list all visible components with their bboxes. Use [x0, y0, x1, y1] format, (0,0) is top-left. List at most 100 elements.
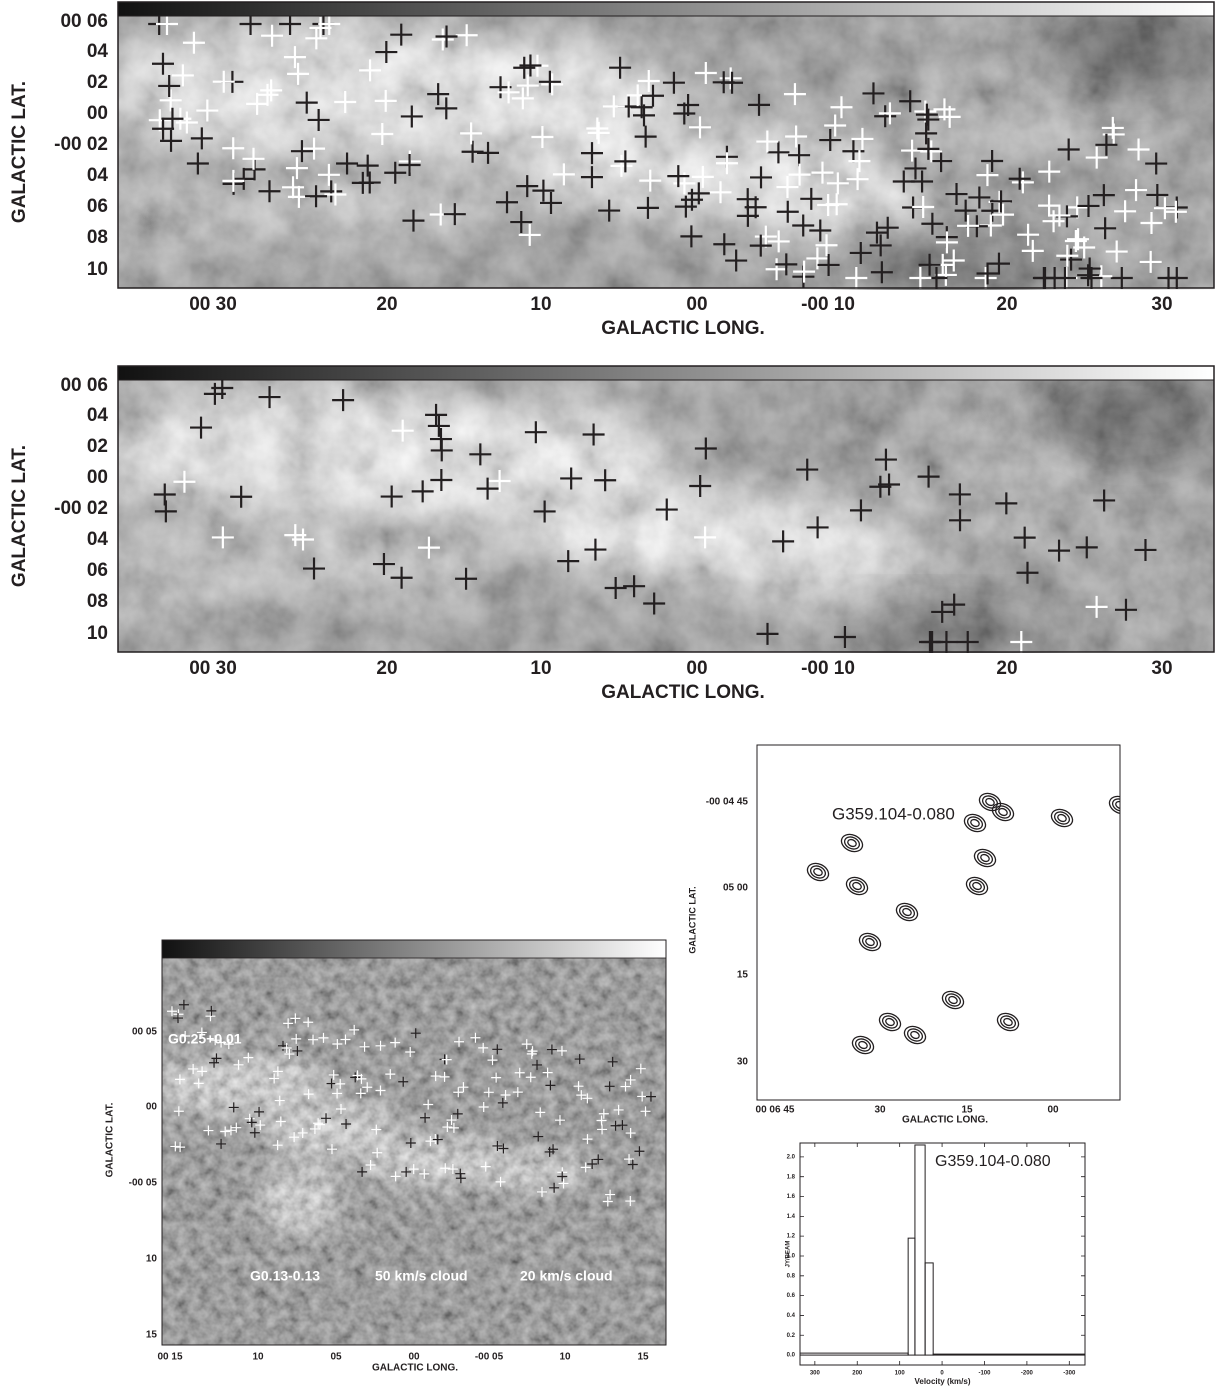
source-marker: [272, 1066, 283, 1077]
source-marker: [171, 64, 194, 87]
source-marker: [1094, 217, 1117, 240]
source-marker: [948, 483, 971, 506]
contour-map: [806, 792, 1120, 1055]
y-tick-label: 04: [87, 529, 109, 550]
y-tick-label: 04: [87, 405, 109, 426]
x-tick-label: 00 06 45: [756, 1105, 795, 1116]
source-marker: [491, 1072, 502, 1083]
source-marker: [538, 70, 561, 93]
source-marker: [776, 176, 799, 199]
source-marker: [637, 1091, 648, 1102]
source-marker: [269, 1073, 280, 1084]
source-marker: [687, 182, 710, 205]
source-marker: [336, 1103, 347, 1114]
x-tick-label: 00 30: [189, 658, 237, 679]
source-marker: [186, 152, 209, 175]
map-texture: [118, 16, 1214, 288]
source-marker: [455, 1173, 466, 1184]
source-marker: [580, 142, 603, 165]
x-tick-label: 20: [996, 294, 1017, 315]
source-marker: [549, 1182, 560, 1193]
contour: [895, 902, 919, 922]
source-marker: [725, 249, 748, 272]
source-marker: [1146, 183, 1169, 206]
x-tick-label: 30: [1151, 658, 1172, 679]
source-marker: [303, 1089, 314, 1100]
source-marker: [155, 16, 178, 35]
x-tick-label: 200: [852, 1371, 863, 1377]
source-marker: [371, 122, 394, 145]
source-marker: [1164, 200, 1187, 223]
source-marker: [825, 193, 848, 216]
histogram-bar: [914, 1144, 926, 1356]
source-marker: [222, 169, 245, 192]
source-marker: [968, 186, 991, 209]
source-marker: [233, 1059, 244, 1070]
y-tick-label: 08: [87, 591, 108, 612]
source-marker: [390, 566, 413, 589]
source-marker: [921, 631, 944, 653]
source-marker: [545, 1080, 556, 1091]
y-tick-label: 00: [87, 467, 108, 488]
y-axis-label: GALACTIC LAT.: [105, 1102, 116, 1177]
contour: [941, 990, 965, 1010]
source-marker: [488, 470, 511, 493]
source-marker: [531, 125, 554, 148]
source-marker: [830, 96, 853, 119]
source-marker: [290, 140, 313, 163]
source-marker: [552, 163, 575, 186]
source-marker: [645, 1091, 656, 1102]
source-marker: [643, 592, 666, 615]
source-marker: [576, 1090, 587, 1101]
source-marker: [516, 175, 539, 198]
source-marker: [580, 166, 603, 189]
source-marker: [1011, 171, 1034, 194]
source-marker: [410, 1028, 421, 1039]
source-marker: [420, 1112, 431, 1123]
x-tick-label: 00: [686, 294, 707, 315]
source-marker: [525, 1072, 536, 1083]
contour: [944, 993, 962, 1007]
source-marker: [949, 509, 972, 532]
source-marker: [694, 61, 717, 84]
source-marker: [597, 1124, 608, 1135]
contour: [985, 797, 995, 807]
source-marker: [625, 1196, 636, 1207]
source-marker: [767, 141, 790, 164]
x-tick-label: -00 10: [801, 294, 855, 315]
source-marker: [246, 1117, 257, 1128]
source-marker: [430, 1071, 441, 1082]
contour: [865, 937, 875, 947]
source-marker: [876, 216, 899, 239]
source-marker: [417, 536, 440, 559]
y-tick-label: 0.4: [787, 1313, 796, 1319]
contour: [973, 848, 997, 868]
source-marker: [573, 1081, 584, 1092]
source-marker: [223, 1039, 234, 1050]
source-marker: [230, 485, 253, 508]
y-tick-label: 1.6: [787, 1194, 796, 1200]
contour: [976, 851, 994, 865]
source-marker: [328, 1069, 339, 1080]
x-tick-label: -100: [978, 1371, 991, 1377]
source-marker: [689, 116, 712, 139]
source-marker: [225, 1125, 236, 1136]
source-marker: [849, 499, 872, 522]
y-tick-label: 00 05: [132, 1027, 157, 1038]
source-marker: [295, 91, 318, 114]
source-marker: [180, 1031, 191, 1041]
x-axis-label: GALACTIC LONG.: [372, 1363, 458, 1374]
map-frame: [117, 1, 1215, 289]
source-marker: [196, 1027, 207, 1038]
source-marker: [806, 516, 829, 539]
source-marker: [178, 999, 189, 1010]
contour: [898, 905, 916, 919]
x-tick-label: 00: [1047, 1105, 1059, 1116]
source-marker: [1075, 536, 1098, 559]
source-marker: [336, 152, 359, 175]
source-marker: [232, 167, 255, 190]
source-marker: [206, 1005, 217, 1016]
source-marker: [602, 95, 625, 118]
contour: [1111, 798, 1120, 812]
source-marker: [390, 1171, 401, 1182]
